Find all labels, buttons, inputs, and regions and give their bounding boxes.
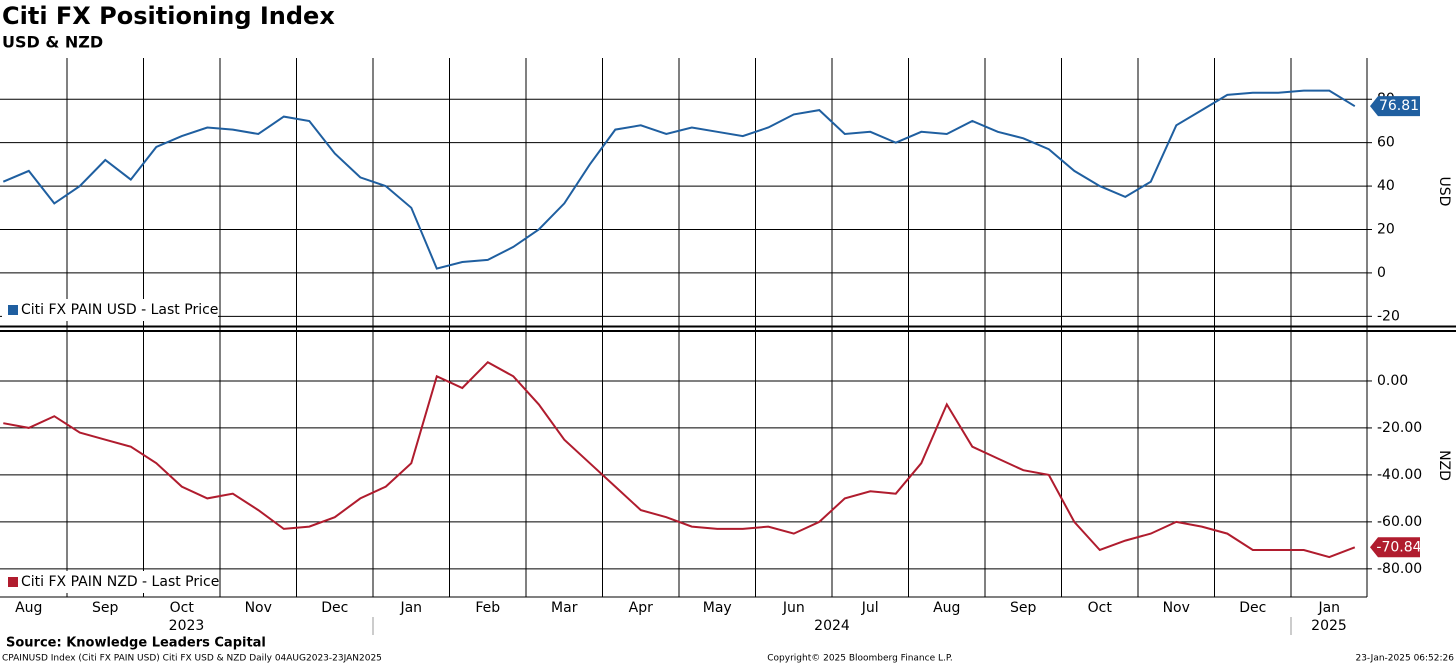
source: Source: Knowledge Leaders Capital xyxy=(6,636,266,651)
y-tick-label: 0.00 xyxy=(1377,373,1408,389)
y-tick-label: -80.00 xyxy=(1377,561,1422,577)
legend-label: Citi FX PAIN USD - Last Price xyxy=(21,302,218,318)
legend-label: Citi FX PAIN NZD - Last Price xyxy=(21,574,219,590)
x-tick-label: Oct xyxy=(1088,600,1113,616)
series-line xyxy=(2,89,1356,270)
footer-left: CPAINUSD Index (Citi FX PAIN USD) Citi F… xyxy=(2,654,382,664)
y-tick-label: 20 xyxy=(1377,221,1395,237)
x-tick-label: Feb xyxy=(475,600,500,616)
year-label: 2025 xyxy=(1311,618,1347,634)
legend-swatch xyxy=(8,577,18,587)
y-tick-label: -60.00 xyxy=(1377,514,1422,530)
y-axis-title: NZD xyxy=(1436,450,1452,481)
x-tick-label: Aug xyxy=(933,600,960,616)
legend-swatch xyxy=(8,305,18,315)
x-tick-label: Jan xyxy=(399,600,422,616)
last-value-label: 76.81 xyxy=(1379,98,1419,114)
x-tick-label: Dec xyxy=(1239,600,1266,616)
y-tick-label: 60 xyxy=(1377,135,1395,151)
last-value-label: -70.84 xyxy=(1376,539,1421,555)
x-tick-label: Jan xyxy=(1317,600,1340,616)
y-tick-label: 40 xyxy=(1377,178,1395,194)
chart-title: Citi FX Positioning Index xyxy=(2,2,335,30)
x-tick-label: May xyxy=(703,600,732,616)
y-tick-label: -20.00 xyxy=(1377,420,1422,436)
legend-background xyxy=(2,571,218,593)
x-tick-label: Oct xyxy=(170,600,195,616)
year-label: 2024 xyxy=(814,618,850,634)
chart-subtitle: USD & NZD xyxy=(2,33,103,52)
x-tick-label: Aug xyxy=(15,600,42,616)
x-tick-label: Nov xyxy=(1163,600,1190,616)
last-value-badge xyxy=(1370,96,1420,117)
last-value-badge xyxy=(1370,537,1420,558)
y-tick-label: -40.00 xyxy=(1377,467,1422,483)
footer-right: 23-Jan-2025 06:52:26 xyxy=(1355,654,1454,664)
x-tick-label: Mar xyxy=(551,600,578,616)
series-line xyxy=(3,360,1356,559)
legend-background xyxy=(2,299,218,321)
x-tick-label: Sep xyxy=(92,600,119,616)
y-axis-title: USD xyxy=(1436,177,1452,207)
x-tick-label: Apr xyxy=(629,600,653,616)
x-tick-label: Dec xyxy=(321,600,348,616)
x-tick-label: Jun xyxy=(782,600,805,616)
year-label: 2023 xyxy=(169,618,205,634)
x-tick-label: Sep xyxy=(1010,600,1037,616)
y-tick-label: 0 xyxy=(1377,265,1386,281)
x-tick-label: Nov xyxy=(245,600,272,616)
y-tick-label: -20 xyxy=(1377,308,1400,324)
footer-center: Copyright© 2025 Bloomberg Finance L.P. xyxy=(767,654,952,664)
x-tick-label: Jul xyxy=(861,600,879,616)
